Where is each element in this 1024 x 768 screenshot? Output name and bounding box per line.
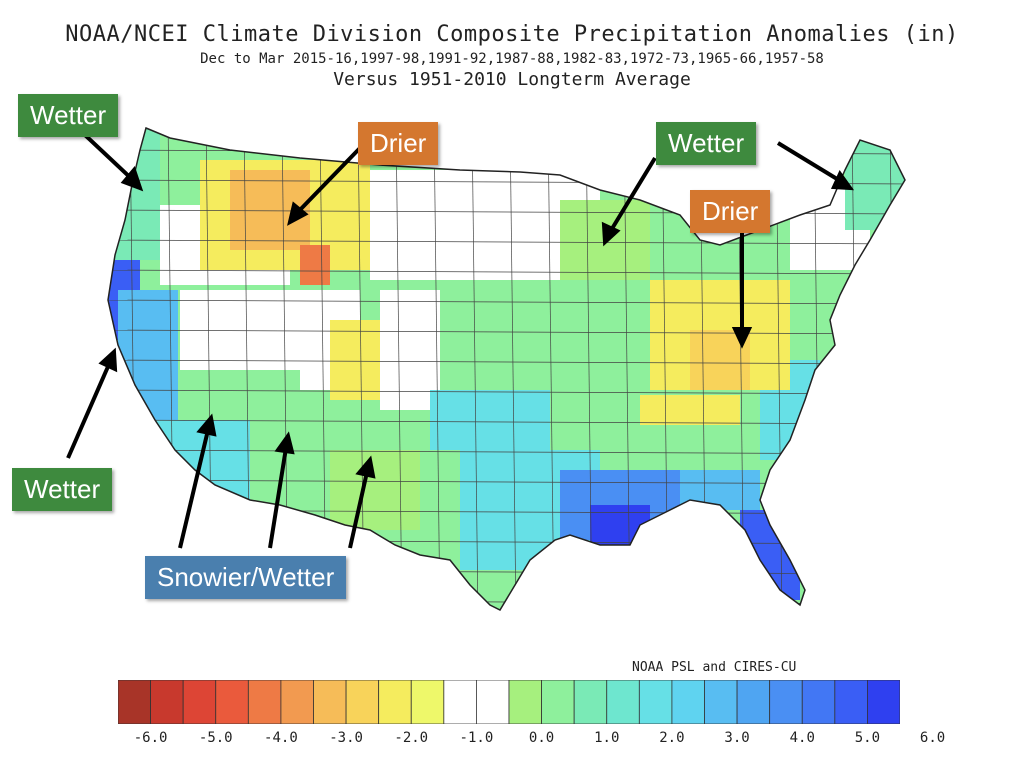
division-line [471,128,479,610]
region-nevada [180,290,300,370]
legend-swatch [247,680,282,724]
arrow-wetter-nw [83,133,137,184]
arrow-drier-west [294,146,362,216]
region-colorado-west [330,320,380,400]
division-line [547,128,555,610]
region-southern-plains [430,390,550,450]
legend-swatch [182,680,217,724]
arrow-wetter-ca [66,361,112,459]
title-line-2: Dec to Mar 2015-16,1997-98,1991-92,1987-… [200,51,824,67]
legend-tick-label: -3.0 [329,730,363,746]
region-wyoming-drier [300,245,330,285]
arrowhead-wetter-nw [120,165,144,192]
legend-tick-label: -2.0 [394,730,429,746]
legend-swatch [313,680,347,724]
us-outline [107,126,906,611]
division-line [108,269,905,275]
legend-swatch [867,680,900,724]
legend-swatch [410,680,445,724]
legend-swatch [280,680,314,724]
legend-swatch [606,680,640,724]
label-drier-east: Drier [690,190,771,233]
arrowhead-snowier-2 [274,431,295,455]
arrow-snowier-2 [268,447,288,549]
legend-tick-label: 2.0 [659,730,685,746]
arrowhead-wetter-ne-lakes [601,221,621,247]
division-line [395,128,403,610]
legend-tick-label: 0.0 [528,730,555,746]
legend-tick-label: 5.0 [854,730,881,746]
division-line [108,419,905,425]
division-line [108,239,905,245]
region-west-texas [330,450,420,530]
legend-swatch [378,680,412,724]
legend-tick-label: -1.0 [459,730,494,746]
legend-swatch [150,680,184,724]
arrow-wetter-ne-lakes [608,156,657,234]
map-title: NOAA/NCEI Climate Division Composite Pre… [0,22,1024,90]
legend-tick-label: -5.0 [198,730,233,746]
arrowhead-wetter-ne [830,170,855,191]
label-wetter-ca: Wetter [12,468,113,511]
legend-swatch [573,680,608,724]
legend-swatch [508,680,542,724]
legend-tick-label: -6.0 [133,730,168,746]
legend-swatch [118,680,151,724]
legend-tick-label: -4.0 [264,730,298,746]
division-line [108,359,905,365]
title-line-3: Versus 1951-2010 Longterm Average [333,69,691,90]
division-line [108,299,905,305]
label-wetter-ne: Wetter [656,122,757,165]
division-line [509,128,517,610]
division-line [433,128,441,610]
division-line [585,128,593,610]
arrowhead-drier-east [731,327,753,349]
arrowhead-drier-west [287,201,309,226]
label-snowier-wetter: Snowier/Wetter [145,556,347,599]
legend-tick-label: 4.0 [789,730,815,746]
legend-swatch [541,680,575,724]
legend-swatch [476,680,510,724]
legend-swatch [671,680,705,724]
label-wetter-nw: Wetter [18,94,119,137]
legend-swatch [834,680,868,724]
legend-swatch [801,680,836,724]
division-line [108,389,905,395]
division-line [623,128,631,610]
region-pacific-nw [108,128,160,260]
region-north-florida [680,470,760,510]
arrow-snowier-3 [348,471,369,549]
title-line-1: NOAA/NCEI Climate Division Composite Pre… [65,22,959,47]
arrow-snowier-1 [178,429,210,549]
legend-swatch [736,680,771,724]
division-line [108,329,905,335]
legend-swatch [704,680,738,724]
color-legend [118,680,900,724]
legend-swatch [345,680,380,724]
legend-swatch [443,680,477,724]
legend-tick-label: 1.0 [594,730,620,746]
legend-swatch [215,680,249,724]
arrow-wetter-ne [776,141,844,184]
arrowhead-snowier-3 [355,455,376,479]
region-tennessee [640,395,740,425]
arrowhead-snowier-1 [196,413,217,437]
legend-tick-label: 6.0 [919,730,946,746]
legend-swatch [769,680,803,724]
arrowhead-wetter-ca [98,347,118,373]
legend-swatch [638,680,673,724]
legend-tick-label: 3.0 [724,730,750,746]
label-drier-west: Drier [358,122,439,165]
credit-text: NOAA PSL and CIRES-CU [632,660,797,675]
